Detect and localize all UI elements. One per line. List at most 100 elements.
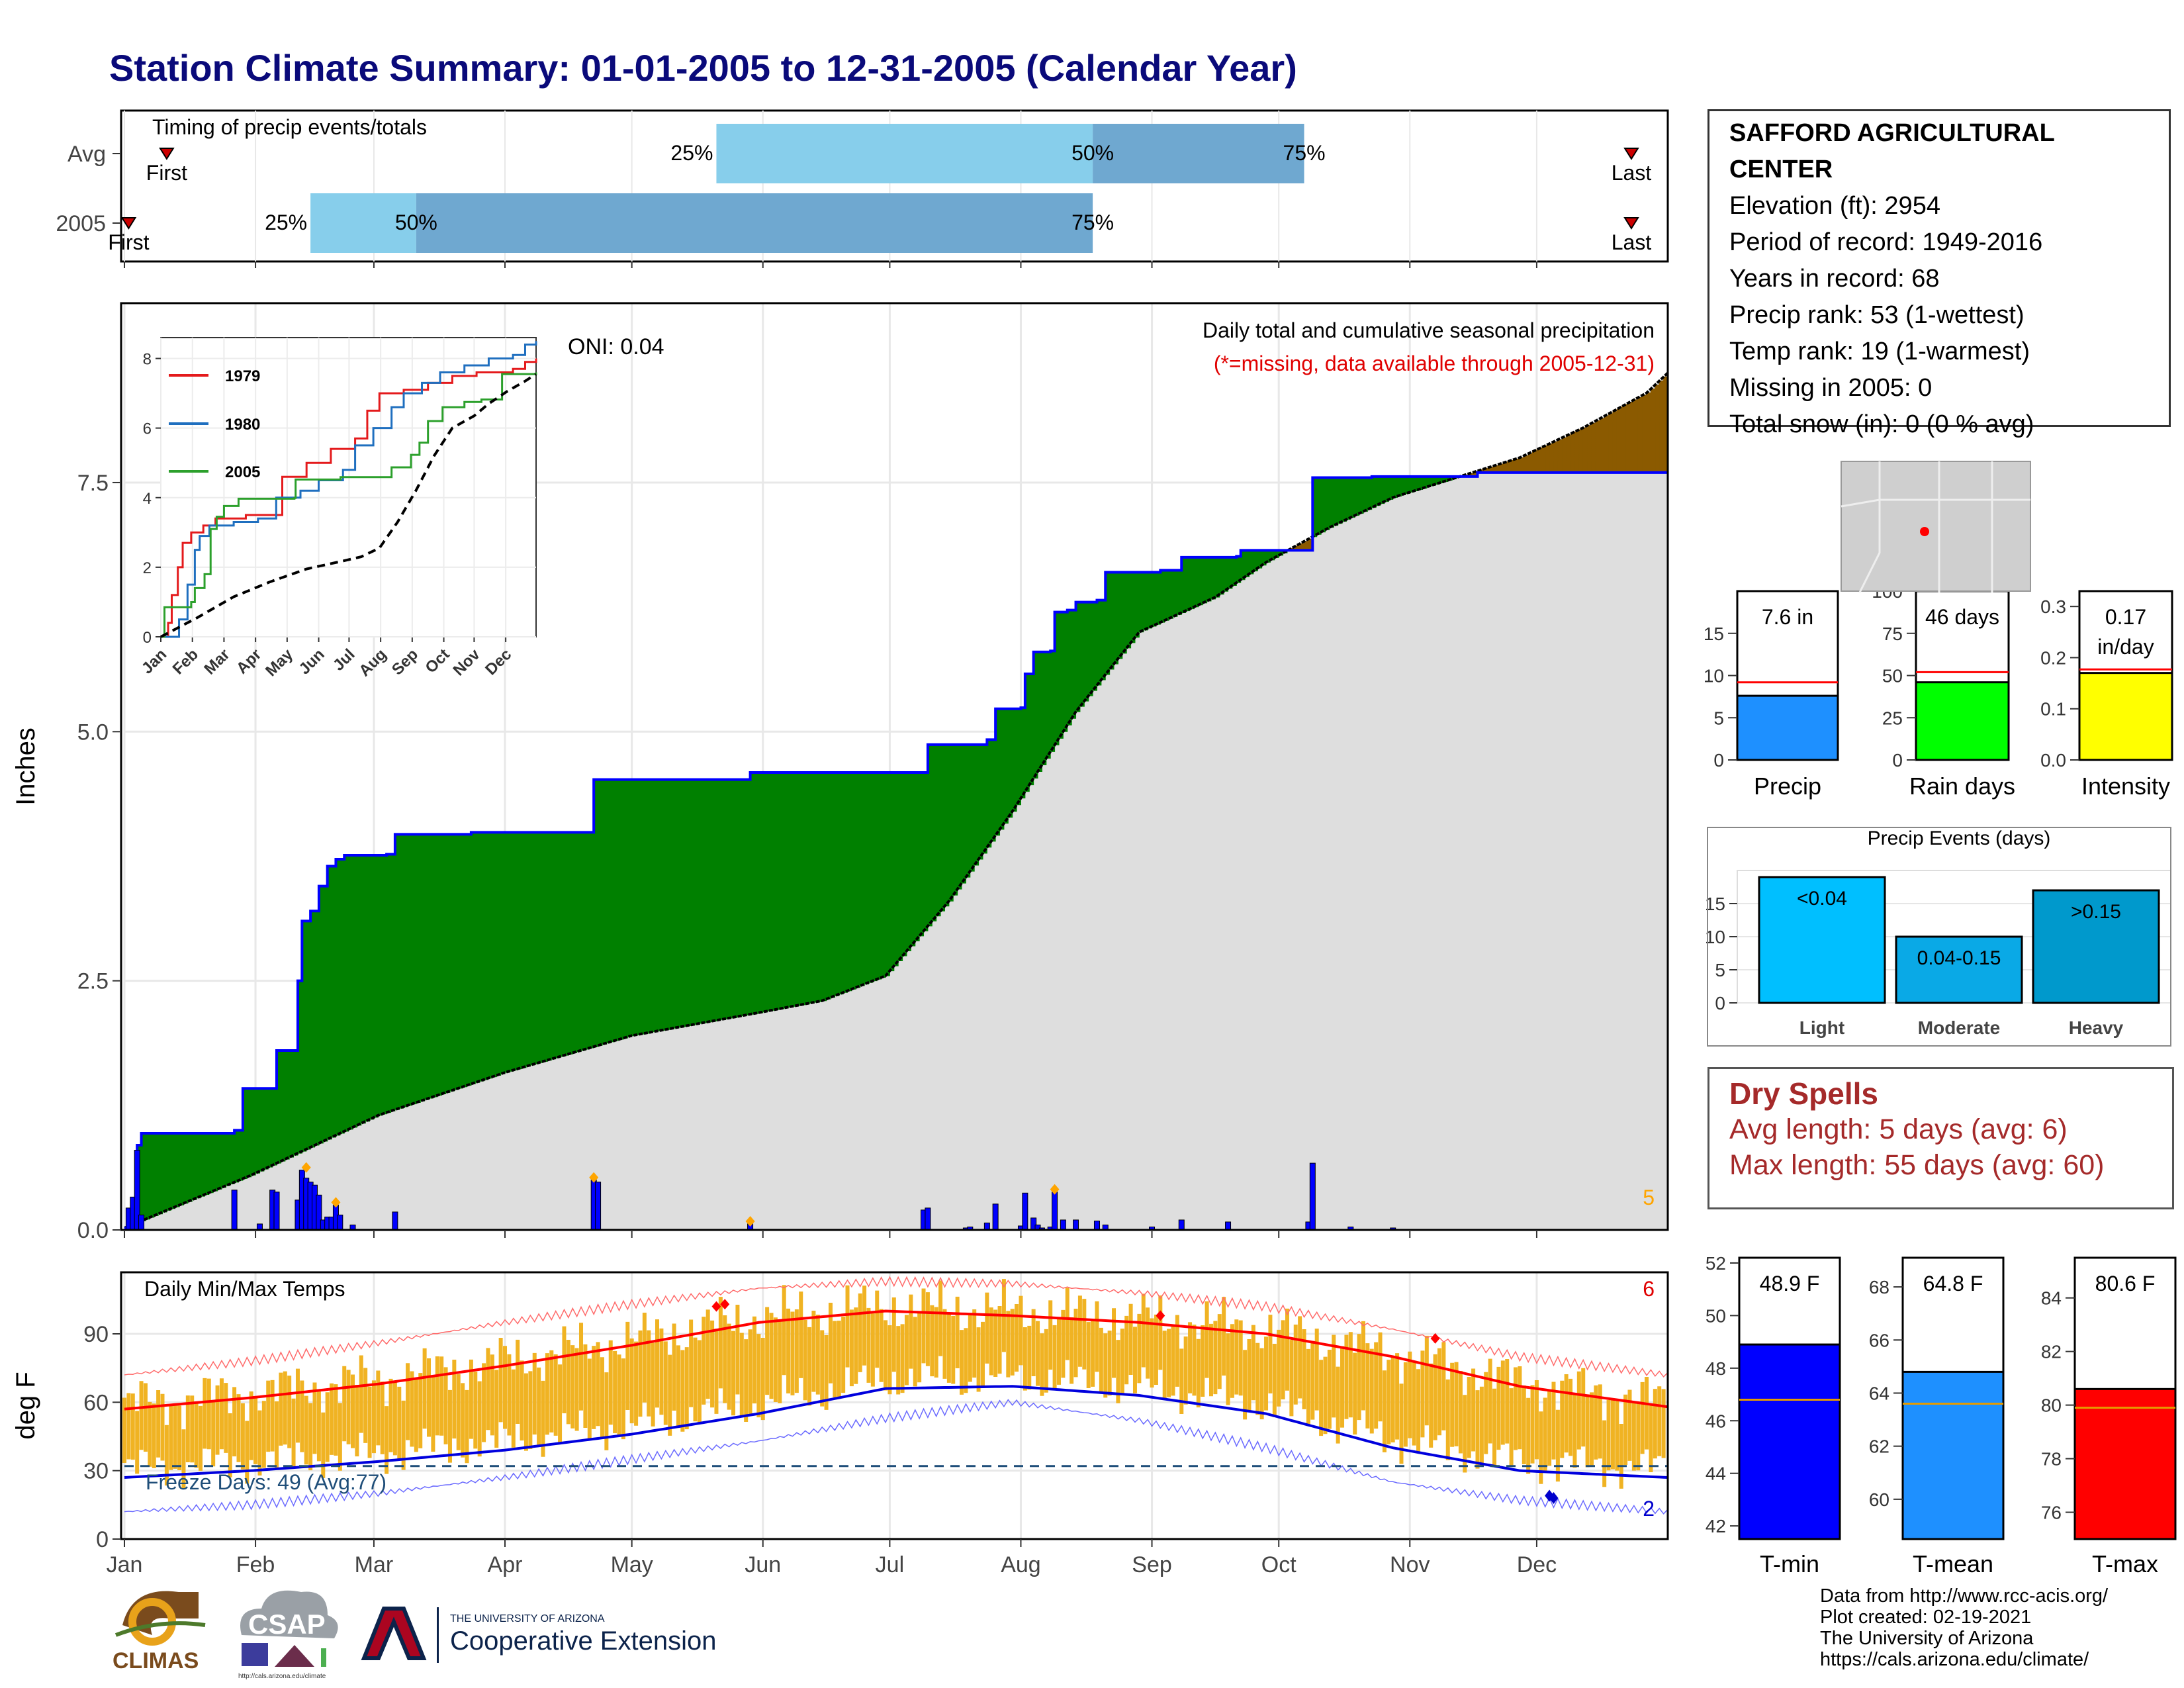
mini-chart-y-tick-label: 80 — [2041, 1395, 2062, 1416]
events-bar-label: <0.04 — [1797, 888, 1847, 910]
precip-daily-bar — [1093, 1220, 1100, 1231]
station-missing: Missing in 2005: 0 — [1729, 374, 1933, 402]
temp-x-tick-label: Jun — [745, 1552, 781, 1577]
dry-spells-avg: Avg length: 5 days (avg: 6) — [1729, 1113, 2068, 1145]
mini-chart-y-tick-label: 50 — [1882, 666, 1903, 686]
timeline-p25-label: 25% — [670, 141, 713, 165]
precip-daily-bar — [1052, 1192, 1058, 1231]
temp-record-min-line — [124, 1399, 1668, 1515]
station-name: SAFFORD AGRICULTURAL CENTER — [1729, 119, 2055, 183]
timeline-bar-50-75 — [416, 193, 1093, 253]
temp-bottom-count: 2 — [1643, 1497, 1655, 1521]
precip-count-label: 5 — [1643, 1186, 1655, 1209]
precip-record-marker — [331, 1197, 341, 1208]
timeline-p25-label: 25% — [265, 211, 307, 234]
precip-oni: ONI: 0.04 — [568, 334, 664, 359]
credits: Data from http://www.rcc-acis.org/ Plot … — [1820, 1585, 2108, 1670]
temp-y-tick-label: 0 — [96, 1527, 109, 1552]
temp-x-tick-label: Apr — [488, 1552, 523, 1577]
precip-avg-line — [124, 371, 1669, 1229]
precip-y-tick-label: 2.5 — [77, 969, 109, 994]
timeline-bar-25-50 — [310, 193, 416, 253]
dry-spells-max: Max length: 55 days (avg: 60) — [1729, 1149, 2105, 1181]
mini-chart-y-tick-label: 75 — [1882, 624, 1903, 644]
svg-text:Cooperative Extension: Cooperative Extension — [450, 1626, 716, 1656]
map-borders — [1841, 461, 2030, 592]
mini-chart-y-tick-label: 10 — [1704, 666, 1724, 686]
inset-series-line — [160, 373, 537, 638]
precip-daily-bar — [231, 1190, 238, 1231]
temp-avg-max-line — [124, 1309, 1668, 1411]
timeline-last-marker — [1623, 217, 1639, 230]
events-bar — [2032, 889, 2160, 1004]
mini-chart-y-tick-label: 5 — [1713, 708, 1724, 728]
mini-chart-value-label: 80.6 F — [2095, 1272, 2156, 1295]
station-precip-rank: Precip rank: 53 (1-wettest) — [1729, 301, 2025, 329]
timeline-bar-50-75 — [1093, 124, 1304, 183]
inset-y-tick-label: 8 — [143, 351, 152, 369]
precip-title: Daily total and cumulative seasonal prec… — [1203, 318, 1655, 342]
temp-y-tick-label: 60 — [83, 1390, 109, 1415]
precip-daily-bar — [392, 1211, 398, 1231]
mini-chart-value-label: 7.6 in — [1762, 605, 1813, 629]
mini-chart-category-label: Rain days — [1909, 773, 2015, 800]
ua-cooperative-extension-logo: THE UNIVERSITY OF ARIZONA Cooperative Ex… — [361, 1607, 716, 1663]
temp-record-high-marker — [720, 1299, 730, 1310]
precip-daily-bar — [992, 1203, 999, 1231]
credits-line3: The University of Arizona — [1820, 1628, 2034, 1649]
station-period: Period of record: 1949-2016 — [1729, 228, 2043, 256]
mini-chart-category-label: Precip — [1754, 773, 1821, 800]
precip-subtitle: (*=missing, data available through 2005-… — [1214, 352, 1655, 375]
mini-chart-value-label: 0.17 — [2105, 605, 2146, 629]
station-snow: Total snow (in): 0 (0 % avg) — [1729, 410, 2034, 438]
mini-chart-y-tick-label: 62 — [1869, 1436, 1889, 1457]
mini-chart-y-tick-label: 42 — [1706, 1516, 1726, 1536]
mini-chart-y-tick-label: 84 — [2041, 1288, 2062, 1309]
station-years: Years in record: 68 — [1729, 265, 1940, 293]
mini-chart-y-tick-label: 0 — [1892, 750, 1903, 771]
temp-record-high-marker — [711, 1301, 721, 1312]
inset-legend-label: 2005 — [225, 463, 260, 481]
temp-record-high-marker — [1430, 1333, 1440, 1344]
mini-chart-category-label: T-max — [2092, 1550, 2158, 1577]
precip-record-marker — [301, 1162, 311, 1173]
timeline-p50-label: 50% — [395, 211, 437, 234]
precip-daily-bar — [1060, 1219, 1066, 1231]
precip-daily-bar — [1073, 1219, 1079, 1231]
events-outer-box — [1707, 827, 2171, 1047]
main-charts: Timing of precip events/totals Avg 25% 50% 7… — [11, 109, 1669, 1577]
svg-text:http://cals.arizona.edu/climat: http://cals.arizona.edu/climate — [238, 1673, 326, 1680]
timeline-last-label: Last — [1612, 230, 1652, 254]
precip-daily-bar — [337, 1214, 343, 1231]
dry-spells-heading: Dry Spells — [1729, 1076, 1878, 1111]
mini-chart-category-label: T-mean — [1913, 1550, 1993, 1577]
svg-text:CSAP: CSAP — [248, 1609, 326, 1640]
temp-x-tick-label: Jul — [876, 1552, 904, 1577]
temp-x-tick-label: Aug — [1001, 1552, 1041, 1577]
timeline-first-label: First — [146, 161, 187, 185]
locator-map — [1841, 461, 2031, 592]
mini-chart-bar — [1738, 1343, 1841, 1540]
timeline-first-label: First — [108, 230, 149, 254]
mini-chart-category-label: Intensity — [2081, 773, 2170, 800]
precip-2005-line — [124, 471, 1668, 1229]
mini-chart-y-tick-label: 82 — [2041, 1342, 2062, 1362]
mini-chart-bar — [1736, 694, 1839, 761]
precip-daily-bar — [1309, 1162, 1316, 1231]
timeline-last-marker — [1623, 148, 1639, 160]
precip-daily-bar — [925, 1207, 931, 1231]
mini-chart-y-tick-label: 60 — [1869, 1489, 1889, 1510]
inset-legend-label: 1979 — [225, 367, 260, 385]
temp-record-high-marker — [1156, 1310, 1165, 1321]
inset-series-line — [161, 358, 537, 638]
timeline-p75-label: 75% — [1071, 211, 1114, 234]
events-y-tick-label: 0 — [1715, 993, 1725, 1013]
temp-y-tick-label: 30 — [83, 1459, 109, 1484]
mini-chart-y-tick-label: 15 — [1704, 624, 1724, 644]
temp-freeze-label: Freeze Days: 49 (Avg:77) — [146, 1470, 387, 1494]
events-bar — [1758, 876, 1886, 1004]
mini-chart-category-label: T-min — [1760, 1550, 1819, 1577]
climas-logo: CLIMAS — [113, 1591, 206, 1673]
timeline-p75-label: 75% — [1283, 141, 1326, 165]
temp-x-tick-label: Sep — [1132, 1552, 1172, 1577]
